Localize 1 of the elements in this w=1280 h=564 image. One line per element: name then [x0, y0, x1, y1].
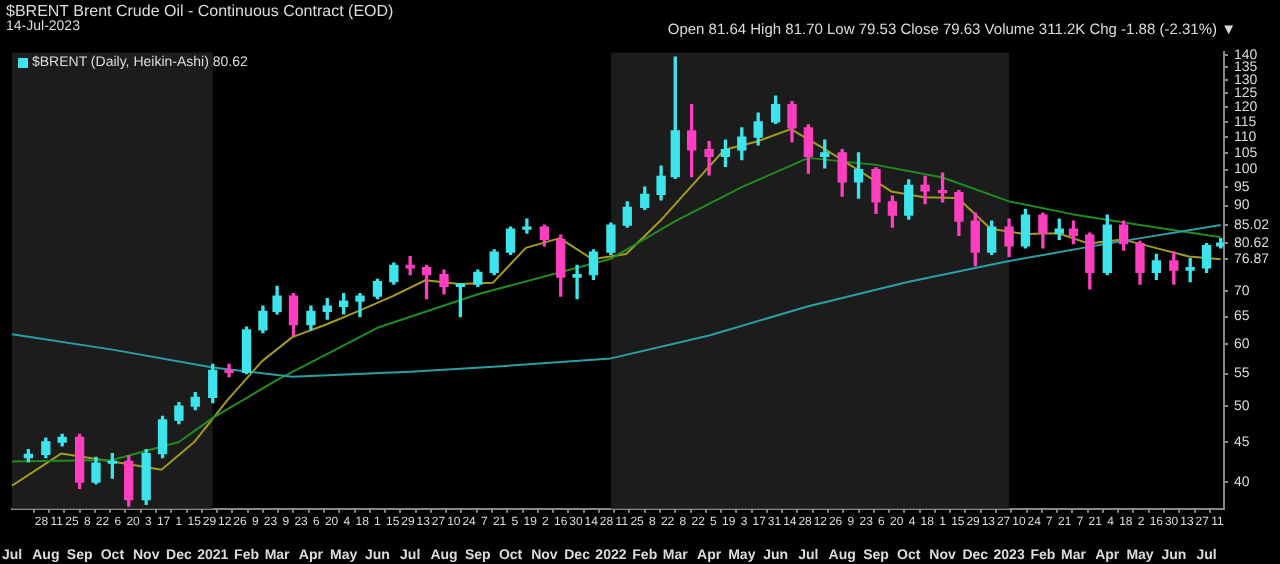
chart-title: $BRENT Brent Crude Oil - Continuous Contract (EOD)	[6, 2, 394, 20]
